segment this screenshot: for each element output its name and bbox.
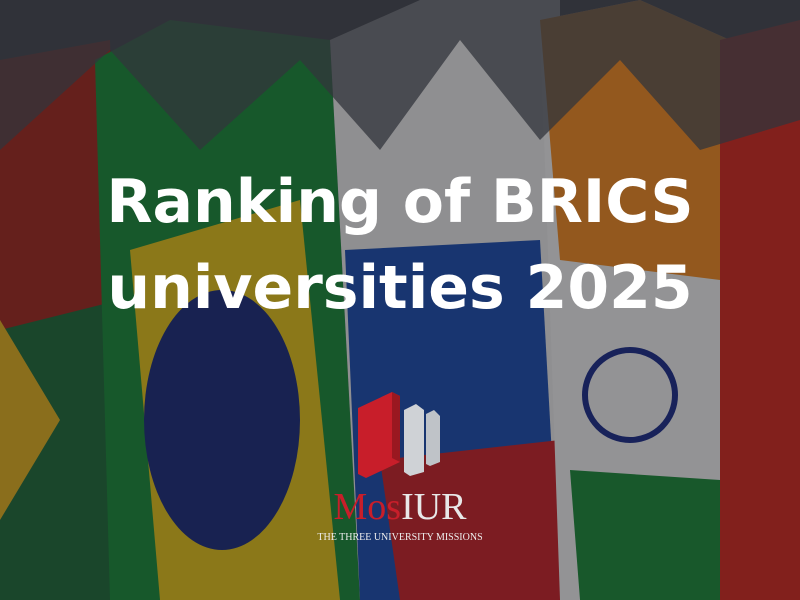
brand-iur: IUR <box>401 486 467 528</box>
title-line-2: universities 2025 <box>107 253 693 323</box>
title-line-1: Ranking of BRICS <box>106 167 694 237</box>
logo-tagline: THE THREE UNIVERSITY MISSIONS <box>317 532 483 543</box>
brand-mos: Mos <box>333 486 402 528</box>
brand-name: MosIUR <box>300 488 500 526</box>
china-flag <box>720 20 800 600</box>
mosiur-logo: MosIUR THE THREE UNIVERSITY MISSIONS <box>300 380 500 543</box>
logo-cube-icon <box>358 392 440 478</box>
